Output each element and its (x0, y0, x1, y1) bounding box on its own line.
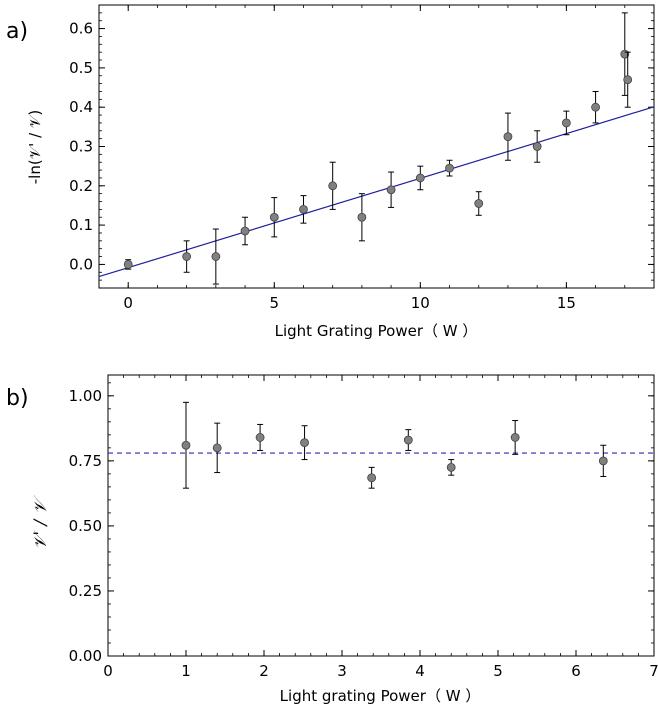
data-point (386, 185, 396, 195)
y-tick-label: 1.00 (69, 387, 102, 405)
panel-a-fit (98, 106, 655, 278)
panel-b-ticks: 0 1 2 3 4 5 6 7 0.00 0.25 0.50 0.75 1.00 (69, 375, 658, 680)
data-point (357, 212, 367, 222)
y-tick-label: 0.3 (69, 138, 93, 156)
panel-b-points (181, 401, 608, 489)
data-point (591, 102, 600, 112)
x-tick-label: 5 (269, 294, 279, 312)
panel-b-label: b) (6, 386, 29, 411)
fit-line (98, 106, 655, 278)
y-tick-label: 0.4 (69, 98, 93, 116)
data-point (503, 132, 513, 142)
y-tick-label: 0.1 (69, 216, 93, 234)
panel-a-label: a) (6, 19, 28, 44)
data-point (403, 435, 413, 445)
data-point (446, 462, 456, 472)
x-tick-label: 7 (649, 662, 658, 680)
y-tick-label: 0.75 (69, 452, 102, 470)
data-point (445, 163, 454, 173)
x-tick-label: 2 (259, 662, 269, 680)
panel-a-points (123, 12, 633, 285)
x-tick-label: 10 (411, 294, 430, 312)
y-tick-label: 0.6 (69, 20, 93, 38)
x-tick-label: 4 (415, 662, 425, 680)
panel-b-y-axis-label: 𝒱' / 𝒱 (31, 494, 51, 549)
panel-b: b) 0 1 2 3 4 5 6 7 0.00 0.25 0.50 0.75 1.00 Light gr… (6, 374, 658, 705)
data-point (255, 433, 265, 442)
x-tick-label: 15 (557, 294, 576, 312)
x-tick-label: 1 (181, 662, 191, 680)
data-point (532, 142, 542, 151)
y-tick-label: 0.5 (69, 59, 93, 77)
y-tick-label: 0.2 (69, 177, 93, 195)
panel-b-frame (107, 374, 655, 657)
panel-a-ticks: 0 5 10 15 0.0 0.1 0.2 0.3 0.4 0.5 0.6 (69, 4, 655, 312)
panel-a-y-axis-label: -ln(𝒱' / 𝒱) (26, 110, 44, 185)
panel-a-x-axis-label: Light Grating Power（ W ） (275, 322, 478, 340)
y-tick-label: 0.50 (69, 517, 102, 535)
data-point (328, 181, 338, 191)
data-point (623, 75, 633, 85)
data-point (510, 433, 520, 442)
x-tick-label: 0 (123, 294, 133, 312)
y-tick-label: 0.00 (69, 647, 102, 665)
data-point (182, 252, 192, 261)
y-tick-label: 0.25 (69, 582, 102, 600)
data-point (561, 118, 571, 128)
panel-a: a) 0 5 10 15 0.0 0.1 0.2 0.3 0.4 0.5 0.6 Light Gra… (6, 4, 655, 340)
data-point (240, 226, 250, 236)
x-tick-label: 5 (493, 662, 503, 680)
y-tick-label: 0.0 (69, 255, 93, 273)
data-point (269, 212, 279, 222)
data-point (123, 260, 133, 269)
data-point (299, 204, 308, 214)
x-tick-label: 3 (337, 662, 347, 680)
x-tick-label: 0 (103, 662, 113, 680)
data-point (212, 443, 222, 453)
data-point (598, 456, 608, 466)
x-tick-label: 6 (571, 662, 581, 680)
panel-b-x-axis-label: Light grating Power（ W ） (280, 687, 481, 705)
data-point (300, 438, 309, 448)
data-point (211, 252, 221, 261)
data-point (181, 440, 191, 450)
panel-a-frame (98, 4, 655, 289)
data-point (474, 199, 484, 208)
data-point (415, 173, 425, 183)
data-point (367, 473, 377, 483)
